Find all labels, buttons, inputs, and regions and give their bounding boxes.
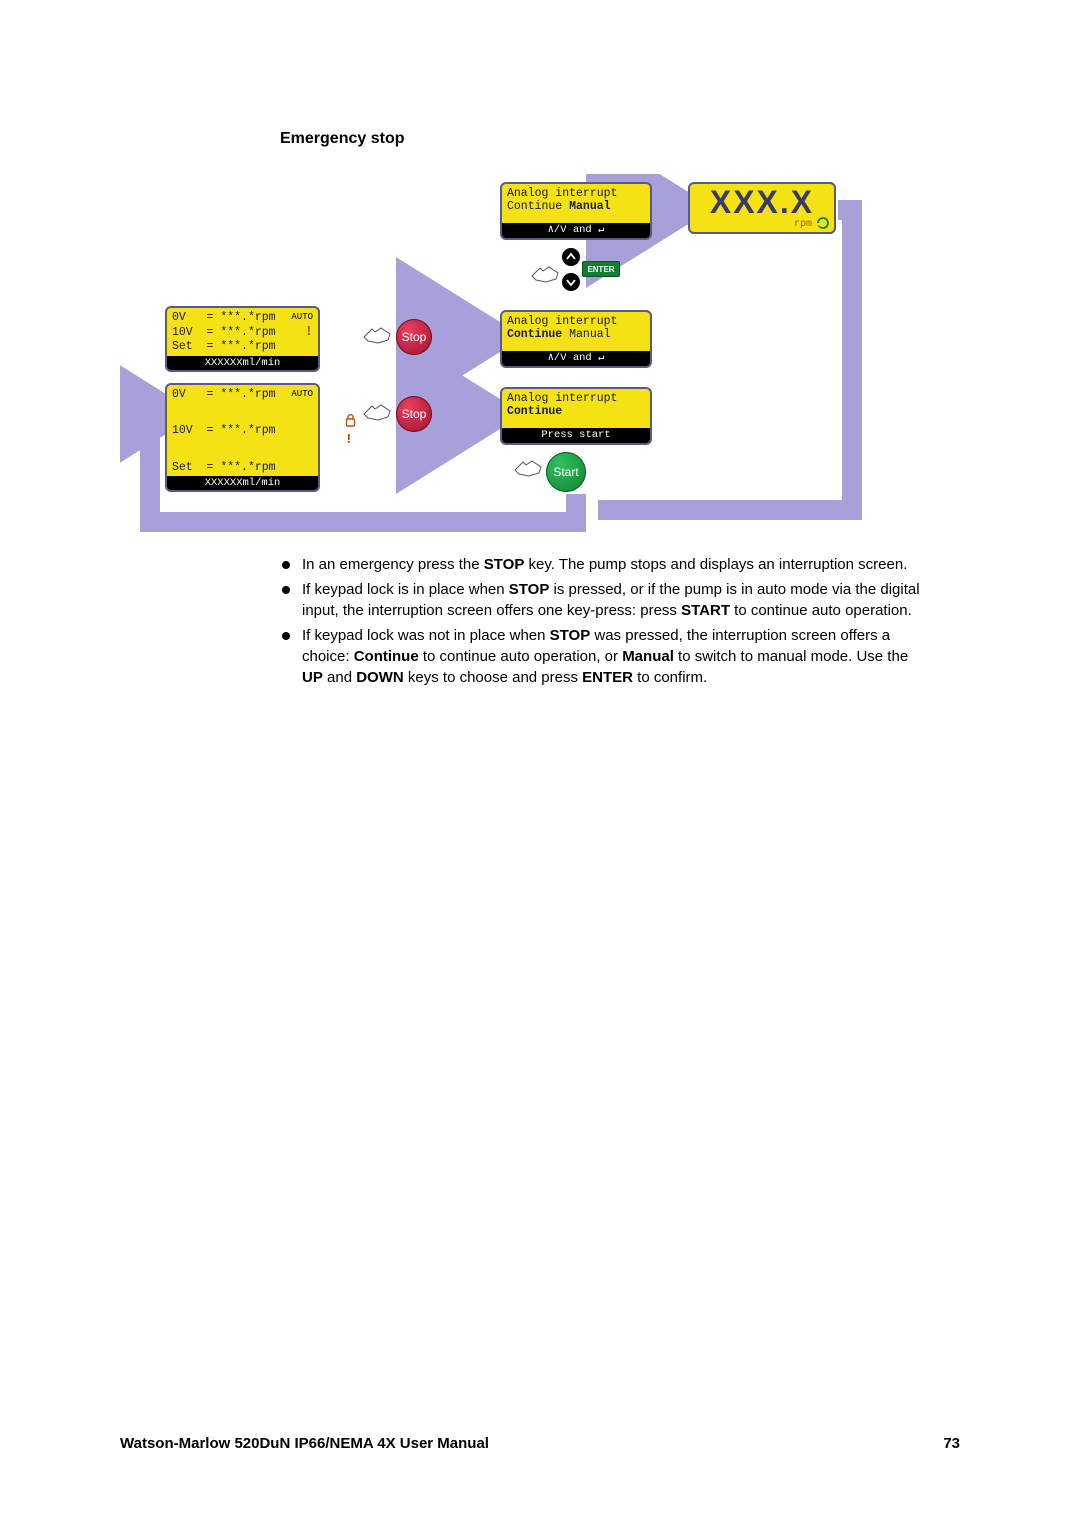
exclaim-icon: ! (305, 324, 313, 340)
auto-screen-unlocked: 0V = ***.*rpmAUTO 10V = ***.*rpm! Set = … (165, 306, 320, 372)
status-bar: ∧/V and ↵ (502, 351, 650, 365)
status-bar: ∧/V and ↵ (502, 223, 650, 237)
page-footer: Watson-Marlow 520DuN IP66/NEMA 4X User M… (120, 1435, 960, 1452)
section-title: Emergency stop (280, 130, 960, 148)
flow-diagram: 0V = ***.*rpmAUTO 10V = ***.*rpm! Set = … (120, 174, 960, 534)
stop-button[interactable]: Stop (396, 396, 432, 432)
exclaim-icon: ! (345, 432, 353, 448)
status-bar: Press start (502, 428, 650, 442)
lock-icon (345, 414, 356, 427)
down-button[interactable] (562, 273, 580, 291)
rotation-icon (816, 216, 830, 230)
footer-title: Watson-Marlow 520DuN IP66/NEMA 4X User M… (120, 1435, 489, 1452)
bullet-item: If keypad lock was not in place when STO… (280, 625, 930, 688)
body-text: In an emergency press the STOP key. The … (280, 554, 930, 688)
chevron-down-icon (566, 277, 576, 287)
page-number: 73 (943, 1435, 960, 1452)
chevron-up-icon (566, 252, 576, 262)
start-button[interactable]: Start (546, 452, 586, 492)
status-bar: XXXXXXml/min (167, 356, 318, 370)
bullet-item: If keypad lock is in place when STOP is … (280, 579, 930, 621)
rpm-display: XXX.X rpm (688, 182, 836, 234)
interrupt-screen-press-start: Analog interrupt Continue Press start (500, 387, 652, 445)
hand-pointer-icon (513, 456, 543, 478)
hand-pointer-icon (530, 262, 560, 284)
interrupt-screen-continue-selected: Analog interrupt Continue Manual ∧/V and… (500, 310, 652, 368)
stop-button[interactable]: Stop (396, 319, 432, 355)
bullet-item: In an emergency press the STOP key. The … (280, 554, 930, 575)
interrupt-screen-manual-selected: Analog interrupt Continue Manual ∧/V and… (500, 182, 652, 240)
hand-pointer-icon (362, 323, 392, 345)
status-bar: XXXXXXml/min (167, 476, 318, 490)
hand-pointer-icon (362, 400, 392, 422)
enter-button[interactable]: ENTER (582, 261, 620, 277)
up-button[interactable] (562, 248, 580, 266)
auto-screen-locked: 0V = ***.*rpmAUTO 10V = ***.*rpm ! Set =… (165, 383, 320, 492)
